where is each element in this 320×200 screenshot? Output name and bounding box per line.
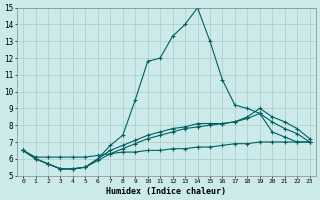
X-axis label: Humidex (Indice chaleur): Humidex (Indice chaleur) [106,187,226,196]
